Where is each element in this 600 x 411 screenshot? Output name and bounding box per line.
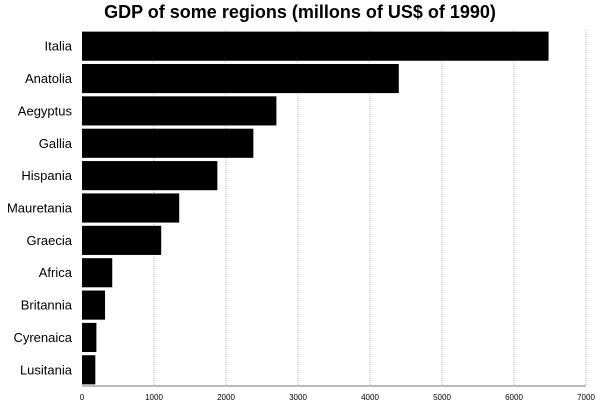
x-axis-tick-labels: 0 1000 2000 3000 4000 5000 6000 7000	[80, 393, 596, 402]
category-label-britannia: Britannia	[21, 298, 73, 313]
bar-africa	[82, 258, 113, 288]
bar-mauretania	[82, 193, 180, 223]
bar-aegyptus	[82, 96, 277, 126]
category-labels: Italia Anatolia Aegyptus Gallia Hispania Maur…	[7, 39, 73, 378]
category-label-gallia: Gallia	[39, 136, 73, 151]
category-label-cyrenaica: Cyrenaica	[13, 330, 72, 345]
category-label-aegyptus: Aegyptus	[18, 103, 73, 118]
x-tick-label-4000: 4000	[361, 393, 379, 402]
bar-hispania	[82, 161, 218, 191]
bar-italia	[82, 31, 549, 61]
x-tick-label-1000: 1000	[145, 393, 163, 402]
bar-anatolia	[82, 63, 399, 94]
x-tick-label-2000: 2000	[217, 393, 235, 402]
bar-cyrenaica	[82, 322, 97, 353]
x-tick-label-6000: 6000	[505, 393, 523, 402]
category-label-africa: Africa	[39, 265, 73, 280]
category-label-graecia: Graecia	[26, 233, 72, 248]
category-label-lusitania: Lusitania	[20, 362, 73, 377]
category-label-anatolia: Anatolia	[25, 71, 73, 86]
chart-title: GDP of some regions (millons of US$ of 1…	[104, 2, 496, 22]
bar-britannia	[82, 290, 106, 320]
x-tick-label-5000: 5000	[433, 393, 451, 402]
category-label-italia: Italia	[45, 39, 73, 54]
bar-lusitania	[82, 355, 96, 385]
x-tick-label-3000: 3000	[289, 393, 307, 402]
category-label-hispania: Hispania	[21, 168, 72, 183]
bars	[82, 31, 549, 385]
bar-graecia	[82, 225, 162, 255]
x-tick-label-0: 0	[80, 393, 85, 402]
gridlines	[153, 30, 587, 386]
x-tick-label-7000: 7000	[577, 393, 595, 402]
category-label-mauretania: Mauretania	[7, 201, 73, 216]
bar-gallia	[82, 128, 254, 158]
